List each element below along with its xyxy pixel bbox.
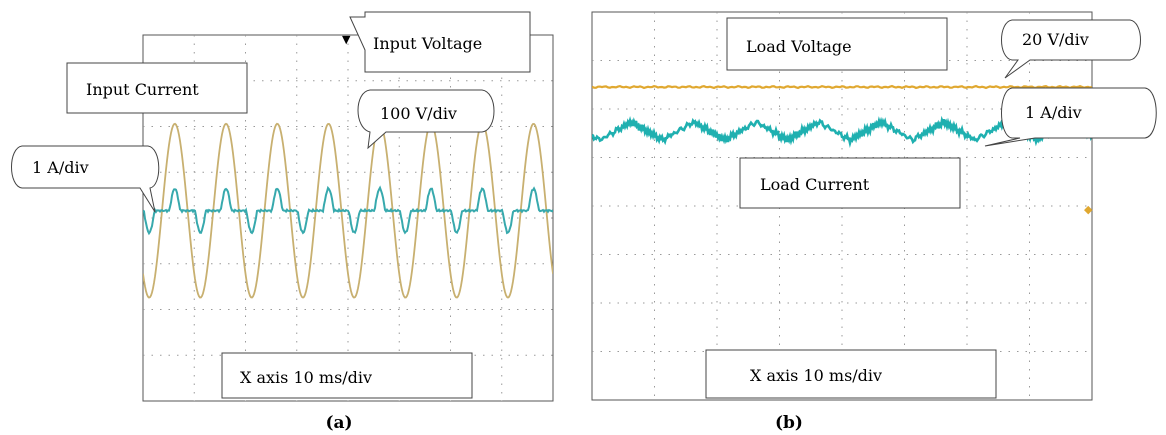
current-scale-label-a: 1 A/div	[32, 158, 89, 177]
load-current-label: Load Current	[760, 175, 870, 194]
input-voltage-callout: Input Voltage	[349, 11, 531, 73]
time-scale-label-a: X axis 10 ms/div	[240, 368, 372, 387]
voltage-scale-label-b: 20 V/div	[1022, 30, 1089, 49]
panel-a-caption: (a)	[325, 413, 352, 433]
input-current-callout: Input Current	[66, 62, 248, 114]
voltage-scale-callout-b: 20 V/div	[1001, 19, 1141, 79]
input-current-label: Input Current	[86, 80, 199, 99]
current-scale-label-b: 1 A/div	[1025, 103, 1082, 122]
input-voltage-label: Input Voltage	[373, 34, 482, 53]
voltage-scale-label-a: 100 V/div	[380, 104, 457, 123]
load-voltage-trace	[592, 84, 1092, 90]
input-current-trace	[143, 185, 553, 236]
load-current-callout: Load Current	[739, 157, 961, 209]
voltage-scale-callout-a: 100 V/div	[357, 89, 495, 150]
current-scale-callout-a: 1 A/div	[11, 145, 160, 213]
panel-a: ▼ Input Voltage Input Current 100 V/div …	[11, 11, 554, 433]
time-scale-box-b: X axis 10 ms/div	[705, 349, 997, 399]
time-scale-label-b: X axis 10 ms/div	[750, 366, 882, 385]
panel-b-trigger-marker: ◆	[1084, 203, 1093, 216]
panel-b: ◆ Load Voltage 20 V/div 1 A/div Load Cur…	[591, 11, 1157, 433]
load-voltage-label: Load Voltage	[746, 37, 852, 56]
current-scale-callout-b: 1 A/div	[984, 87, 1157, 147]
panel-a-trigger-marker: ▼	[342, 33, 351, 46]
panel-b-caption: (b)	[775, 413, 803, 433]
load-voltage-callout: Load Voltage	[726, 17, 948, 71]
time-scale-box-a: X axis 10 ms/div	[221, 352, 473, 399]
